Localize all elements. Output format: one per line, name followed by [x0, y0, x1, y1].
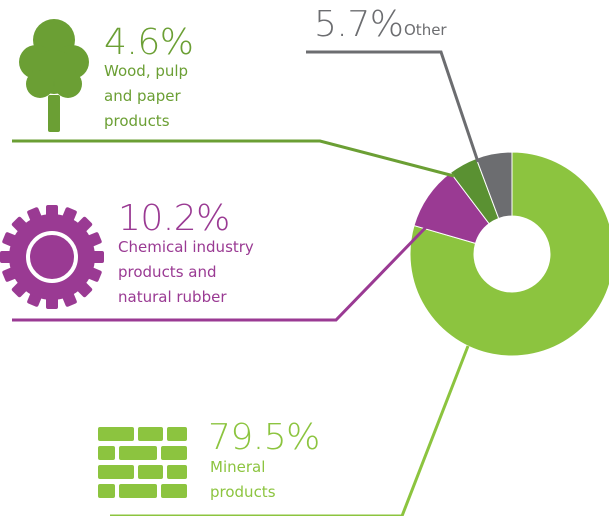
mineral-category-label: Mineral products — [210, 458, 276, 501]
leader-line-chemical — [12, 220, 433, 322]
chemical-category-label: Chemical industry products and natural r… — [118, 238, 254, 306]
tree-icon — [19, 19, 89, 132]
other-value-label: 5.7% — [314, 4, 404, 45]
wood-category-label: Wood, pulp and paper products — [104, 62, 189, 130]
leader-line-wood — [12, 139, 455, 178]
chemical-value-label: 10.2% — [118, 198, 230, 239]
other-category-label: Other — [404, 21, 447, 39]
leader-line-mineral — [110, 345, 470, 516]
leader-line-other — [306, 50, 480, 163]
bricks-icon — [98, 427, 187, 498]
slice-other — [475, 151, 513, 220]
wood-value-label: 4.6% — [104, 22, 194, 63]
slice-mineral — [409, 151, 609, 357]
mineral-value-label: 79.5% — [208, 417, 320, 458]
gear-icon — [0, 205, 104, 309]
donut-chart — [409, 151, 609, 357]
